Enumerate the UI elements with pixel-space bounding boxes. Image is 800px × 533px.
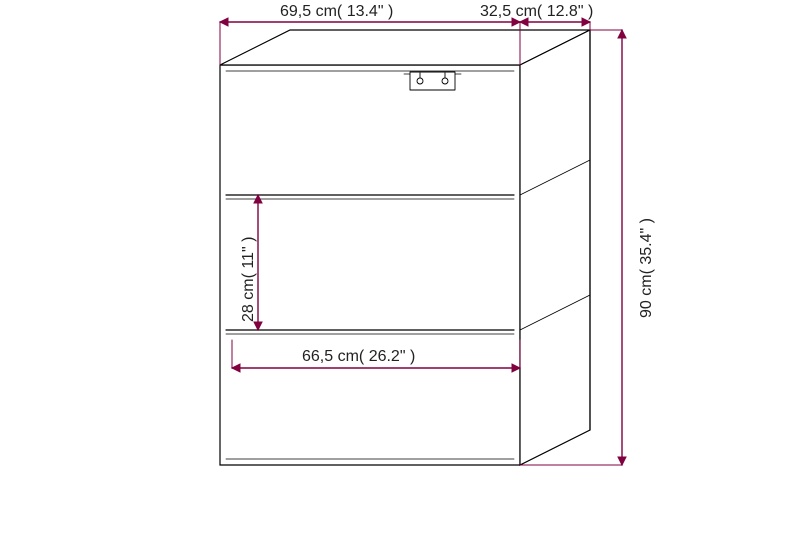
dim-innerw-label: 66,5 cm( 26.2" ) — [302, 348, 415, 366]
dim-width-label: 69,5 cm( 13.4" ) — [280, 3, 393, 21]
dim-depth-label: 32,5 cm( 12.8" ) — [480, 3, 593, 21]
diagram-canvas — [0, 0, 800, 533]
dim-shelf-label: 28 cm( 11" ) — [240, 237, 258, 322]
dim-height-label: 90 cm( 35.4" ) — [638, 218, 656, 318]
